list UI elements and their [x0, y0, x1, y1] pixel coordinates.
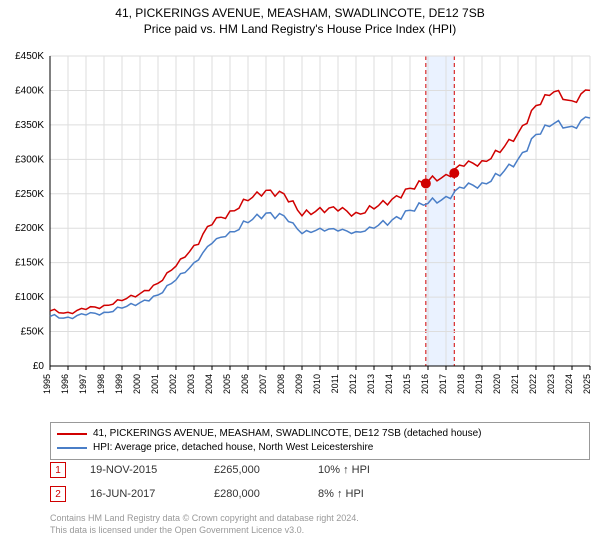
svg-text:2011: 2011	[330, 374, 340, 393]
svg-text:1998: 1998	[96, 374, 106, 394]
svg-text:£450K: £450K	[15, 51, 44, 62]
transaction-marker: 1	[50, 462, 66, 478]
svg-text:£150K: £150K	[15, 258, 44, 269]
svg-text:2010: 2010	[312, 374, 322, 394]
transaction-table: 1 19-NOV-2015 £265,000 10% ↑ HPI 2 16-JUN-201…	[50, 462, 398, 510]
svg-text:£250K: £250K	[15, 189, 44, 200]
svg-text:2018: 2018	[456, 374, 466, 394]
svg-text:£200K: £200K	[15, 223, 44, 234]
svg-text:1995: 1995	[42, 374, 52, 394]
svg-text:£300K: £300K	[15, 154, 44, 165]
svg-text:2015: 2015	[402, 374, 412, 394]
chart-subtitle: Price paid vs. HM Land Registry's House …	[0, 22, 600, 36]
svg-text:£350K: £350K	[15, 120, 44, 131]
license-line: This data is licensed under the Open Gov…	[50, 524, 359, 536]
svg-text:2012: 2012	[348, 374, 358, 394]
svg-text:2025: 2025	[582, 374, 592, 394]
line-chart: £0£50K£100K£150K£200K£250K£300K£350K£400…	[50, 56, 590, 410]
svg-text:2005: 2005	[222, 374, 232, 394]
chart-container: 41, PICKERINGS AVENUE, MEASHAM, SWADLINC…	[0, 0, 600, 560]
svg-text:£0: £0	[33, 361, 45, 372]
transaction-date: 19-NOV-2015	[90, 464, 190, 476]
legend: 41, PICKERINGS AVENUE, MEASHAM, SWADLINC…	[50, 422, 590, 460]
transaction-price: £280,000	[214, 488, 294, 500]
svg-text:2000: 2000	[132, 374, 142, 394]
legend-swatch	[57, 447, 87, 449]
transaction-row: 2 16-JUN-2017 £280,000 8% ↑ HPI	[50, 486, 398, 502]
svg-text:2019: 2019	[474, 374, 484, 394]
svg-text:2021: 2021	[510, 374, 520, 394]
transaction-marker: 2	[50, 486, 66, 502]
svg-text:2007: 2007	[258, 374, 268, 394]
svg-text:2024: 2024	[564, 374, 574, 394]
svg-text:2020: 2020	[492, 374, 502, 394]
transaction-pct: 10% ↑ HPI	[318, 464, 398, 476]
svg-text:2004: 2004	[204, 374, 214, 394]
svg-text:£50K: £50K	[21, 327, 45, 338]
svg-text:2014: 2014	[384, 374, 394, 394]
svg-text:2009: 2009	[294, 374, 304, 394]
svg-text:2022: 2022	[528, 374, 538, 394]
svg-text:£400K: £400K	[15, 85, 44, 96]
license-line: Contains HM Land Registry data © Crown c…	[50, 512, 359, 524]
svg-text:2013: 2013	[366, 374, 376, 394]
legend-swatch	[57, 433, 87, 435]
svg-text:2017: 2017	[438, 374, 448, 394]
chart-title: 41, PICKERINGS AVENUE, MEASHAM, SWADLINC…	[0, 6, 600, 20]
legend-item: 41, PICKERINGS AVENUE, MEASHAM, SWADLINC…	[57, 427, 583, 441]
svg-text:2002: 2002	[168, 374, 178, 394]
transaction-price: £265,000	[214, 464, 294, 476]
svg-text:2003: 2003	[186, 374, 196, 394]
legend-label: HPI: Average price, detached house, Nort…	[93, 441, 373, 455]
title-block: 41, PICKERINGS AVENUE, MEASHAM, SWADLINC…	[0, 0, 600, 36]
svg-text:£100K: £100K	[15, 292, 44, 303]
legend-label: 41, PICKERINGS AVENUE, MEASHAM, SWADLINC…	[93, 427, 481, 441]
svg-text:2006: 2006	[240, 374, 250, 394]
license-text: Contains HM Land Registry data © Crown c…	[50, 512, 359, 536]
transaction-date: 16-JUN-2017	[90, 488, 190, 500]
svg-text:2023: 2023	[546, 374, 556, 394]
svg-text:1997: 1997	[78, 374, 88, 394]
legend-item: HPI: Average price, detached house, Nort…	[57, 441, 583, 455]
svg-text:2016: 2016	[420, 374, 430, 394]
svg-text:2001: 2001	[150, 374, 160, 394]
svg-text:1996: 1996	[60, 374, 70, 394]
svg-text:1999: 1999	[114, 374, 124, 394]
transaction-row: 1 19-NOV-2015 £265,000 10% ↑ HPI	[50, 462, 398, 478]
svg-text:2008: 2008	[276, 374, 286, 394]
transaction-pct: 8% ↑ HPI	[318, 488, 398, 500]
